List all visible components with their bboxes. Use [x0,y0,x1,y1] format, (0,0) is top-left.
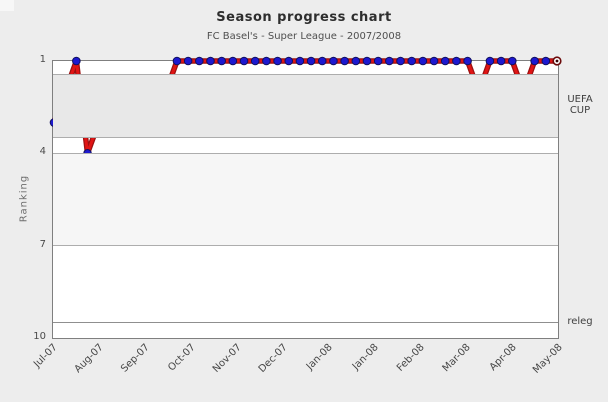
data-point [362,56,372,66]
zone-band [53,153,558,246]
y-tick-label: 7 [39,238,46,250]
gridline [53,322,558,324]
data-point [239,56,249,66]
data-point [351,56,361,66]
plot-area [49,56,562,339]
data-point [340,56,349,66]
data-point [206,56,215,66]
gridline [53,152,558,154]
y-axis-title: Ranking [18,174,30,223]
data-point [507,56,517,66]
y-tick-label: 10 [33,331,46,342]
data-point [429,56,439,66]
zone-band [53,74,558,138]
data-point [250,56,260,66]
data-point [317,56,327,66]
gridline [53,137,558,139]
data-point [195,56,204,66]
data-point [217,56,226,66]
data-point [72,56,81,66]
data-point [262,56,271,66]
data-point [183,56,193,66]
last-data-point-dot [555,59,559,63]
y-tick-label: 1 [39,54,46,65]
data-point [452,56,461,66]
data-point [530,56,539,66]
data-point [329,56,338,66]
data-point [385,56,394,66]
data-point [418,56,428,66]
y-tick-label: 4 [39,146,46,158]
data-point [407,56,416,66]
data-point [284,56,294,66]
data-point [396,56,405,66]
data-point [440,56,450,66]
data-point [273,56,282,66]
data-point [306,56,316,66]
data-point [496,56,506,66]
window-corner [0,0,14,11]
data-point [172,56,182,66]
chart-title: Season progress chart [216,10,392,25]
data-point [228,56,238,66]
zone-label: releg [567,315,593,327]
gridline [53,245,558,247]
data-point [373,56,383,66]
data-point [463,56,472,66]
gridline [53,74,558,76]
chart-subtitle: FC Basel's - Super League - 2007/2008 [206,31,402,42]
data-point [295,56,305,66]
data-point [541,56,551,66]
zone-label: UEFA CUP [567,94,593,117]
data-point [485,56,495,66]
